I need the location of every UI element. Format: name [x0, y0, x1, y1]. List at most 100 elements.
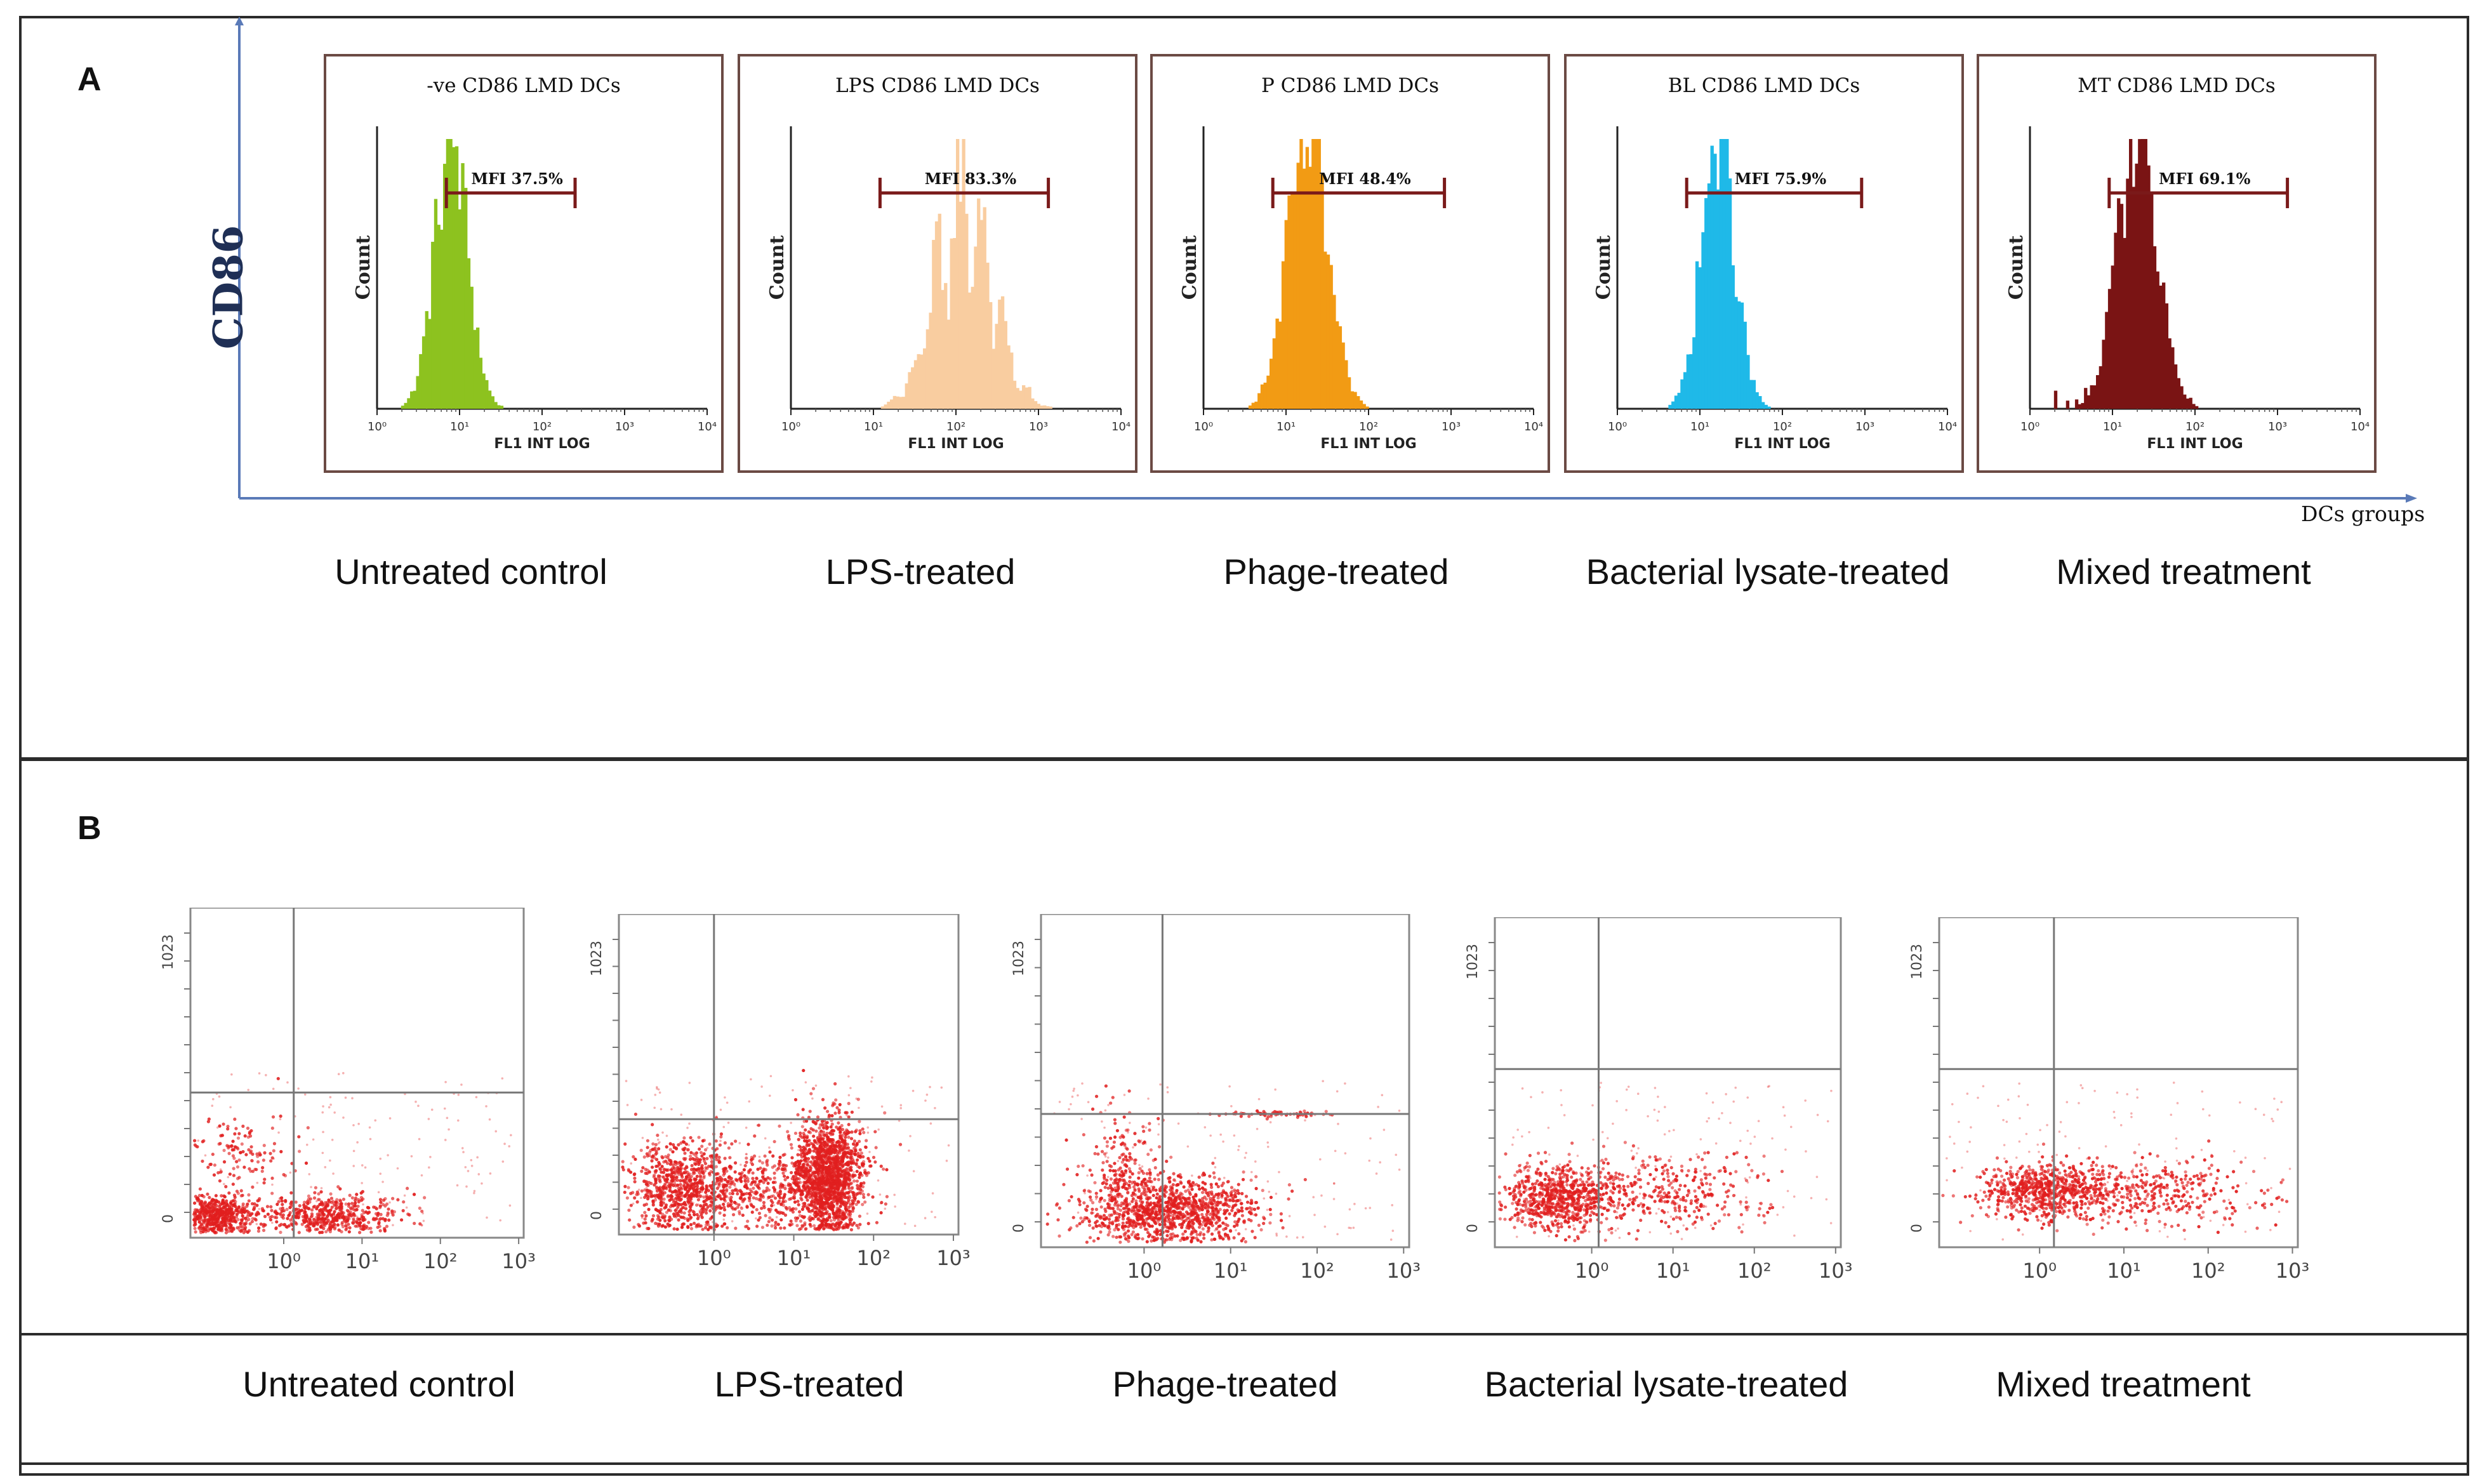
dot-event — [236, 1217, 240, 1221]
dot-event — [847, 1177, 851, 1181]
dot-event — [635, 1200, 639, 1204]
dot-event — [645, 1152, 649, 1156]
histogram-bar — [2111, 265, 2114, 409]
dot-event — [863, 1169, 867, 1172]
dot-event — [239, 1151, 242, 1155]
dot-event — [270, 1156, 274, 1160]
dot-event — [633, 1157, 637, 1162]
dot-event — [663, 1225, 667, 1229]
dot-event — [797, 1228, 802, 1231]
dot-event — [317, 1192, 321, 1196]
dot-event — [808, 1110, 812, 1113]
dot-event — [377, 1191, 380, 1194]
dot-event — [342, 1216, 346, 1219]
dot-event — [256, 1229, 261, 1233]
dot-event — [755, 1177, 759, 1181]
dot-event — [690, 1186, 694, 1189]
dot-event — [635, 1193, 639, 1196]
dot-event — [822, 1227, 826, 1231]
dot-event — [856, 1151, 860, 1155]
histogram-bar — [1722, 139, 1726, 409]
dot-event — [808, 1181, 812, 1184]
dot-event — [218, 1224, 222, 1228]
histogram-bar — [1040, 405, 1044, 409]
dot-event — [762, 1204, 766, 1208]
dot-event — [877, 1179, 880, 1182]
dot-event — [817, 1200, 821, 1204]
histogram-bar — [899, 397, 903, 409]
dot-event — [326, 1204, 329, 1208]
dot-event — [657, 1147, 661, 1151]
dot-event — [1117, 1216, 1121, 1219]
dot-event — [832, 1149, 835, 1153]
dot-event — [674, 1193, 678, 1196]
dot-cloud — [621, 1068, 950, 1231]
histogram-bar — [1737, 301, 1741, 409]
dot-event — [232, 1148, 236, 1151]
dot-event — [760, 1085, 763, 1088]
dot-event — [656, 1085, 658, 1089]
dot-event — [285, 1207, 289, 1211]
dot-event — [297, 1087, 300, 1090]
dot-event — [247, 1089, 250, 1091]
dot-event — [803, 1158, 807, 1162]
dot-event — [229, 1201, 233, 1205]
dot-event — [1153, 1177, 1157, 1181]
dot-plot-x-tick-label: 10³ — [501, 1249, 536, 1273]
dot-event — [793, 1189, 797, 1193]
dot-event — [644, 1182, 648, 1186]
dot-event — [885, 1195, 889, 1198]
dot-event — [730, 1142, 734, 1146]
dot-event — [336, 1223, 340, 1227]
dot-event — [248, 1222, 252, 1226]
dot-event — [804, 1186, 808, 1190]
histogram-bar — [2144, 139, 2147, 409]
dot-event — [326, 1213, 330, 1217]
dot-event — [777, 1210, 779, 1213]
dot-event — [307, 1220, 310, 1224]
dot-event — [351, 1097, 354, 1100]
dot-event — [256, 1181, 259, 1184]
histogram-bar — [1704, 198, 1708, 409]
histogram-x-title: FL1 INT LOG — [1320, 436, 1416, 452]
dot-event — [790, 1156, 794, 1160]
dot-event — [467, 1170, 470, 1172]
dot-event — [850, 1156, 854, 1160]
dot-event — [337, 1228, 341, 1232]
dot-event — [503, 1143, 506, 1145]
dot-event — [279, 1149, 283, 1153]
dot-event — [797, 1162, 802, 1166]
dot-event — [849, 1087, 852, 1089]
dot-event — [716, 1195, 720, 1198]
dot-event — [788, 1208, 792, 1212]
dot-event — [850, 1130, 854, 1134]
dot-event — [329, 1192, 333, 1196]
dot-event — [209, 1162, 213, 1166]
dot-event — [279, 1114, 282, 1118]
dot-event — [810, 1177, 814, 1181]
dot-event — [362, 1223, 366, 1227]
dot-event — [766, 1198, 769, 1200]
histogram-bar — [1350, 391, 1354, 409]
histogram-bar — [1719, 139, 1723, 409]
dot-event — [456, 1184, 459, 1187]
dot-event — [795, 1168, 799, 1172]
dot-event — [790, 1170, 793, 1175]
dot-event — [658, 1091, 661, 1094]
histogram-bar — [1764, 404, 1768, 409]
dot-event — [782, 1174, 786, 1178]
dot-event — [328, 1223, 332, 1227]
dot-event — [903, 1222, 906, 1225]
dot-event — [766, 1223, 769, 1227]
dot-event — [307, 1194, 310, 1198]
dot-event — [385, 1214, 389, 1217]
dot-event — [817, 1177, 821, 1182]
dot-event — [750, 1161, 753, 1165]
dot-event — [884, 1207, 887, 1210]
dot-event — [812, 1224, 816, 1228]
dot-event — [418, 1222, 422, 1226]
histogram-bar — [953, 237, 957, 409]
dot-event — [837, 1139, 840, 1143]
dot-event — [385, 1202, 389, 1206]
